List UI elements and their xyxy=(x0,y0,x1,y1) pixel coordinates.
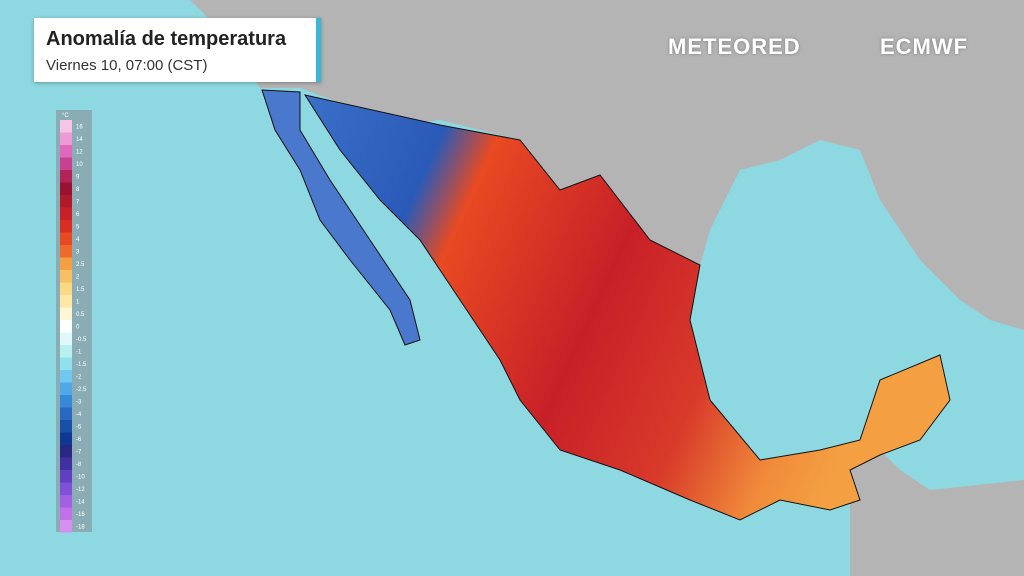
legend-label: -8 xyxy=(76,462,82,468)
legend-swatch xyxy=(60,332,72,345)
legend-swatch xyxy=(60,345,72,358)
legend-swatch xyxy=(60,195,72,208)
legend-label: -7 xyxy=(76,449,82,455)
legend-swatch xyxy=(60,207,72,220)
legend-swatch xyxy=(60,257,72,270)
legend-swatch xyxy=(60,157,72,170)
legend-label: -6 xyxy=(76,437,82,443)
legend-swatch xyxy=(60,495,72,508)
legend-swatch xyxy=(60,245,72,258)
legend-label: -5 xyxy=(76,424,82,430)
legend-label: 6 xyxy=(76,212,80,218)
legend-swatch xyxy=(60,482,72,495)
legend-label: -14 xyxy=(76,499,85,505)
legend-swatch xyxy=(60,395,72,408)
legend-swatch xyxy=(60,457,72,470)
baja-california xyxy=(261,89,421,346)
brand-logo: METEORED xyxy=(668,34,801,59)
legend-label: -1.5 xyxy=(76,362,87,368)
subtitle: Viernes 10, 07:00 (CST) xyxy=(46,57,208,74)
legend-label: -2 xyxy=(76,374,82,380)
legend-label: 12 xyxy=(76,149,83,155)
legend-swatch xyxy=(60,445,72,458)
legend-unit: °C xyxy=(62,113,69,119)
legend-swatch xyxy=(60,320,72,333)
legend-swatch xyxy=(60,170,72,183)
legend-swatch xyxy=(60,220,72,233)
legend-label: 9 xyxy=(76,174,80,180)
legend-swatch xyxy=(60,507,72,520)
legend-swatch xyxy=(60,382,72,395)
legend-swatch xyxy=(60,357,72,370)
legend: °C 16 14 12 10 9 8 7 6 5 4 3 2.5 2 1.5 1 0.5 0 -0.5 -1 -1.5… xyxy=(56,110,92,533)
legend-label: 8 xyxy=(76,187,80,193)
legend-label: 2 xyxy=(76,274,80,280)
legend-label: -0.5 xyxy=(76,337,87,343)
legend-label: -3 xyxy=(76,399,82,405)
legend-swatch xyxy=(60,120,72,133)
legend-swatch xyxy=(60,370,72,383)
legend-swatch xyxy=(60,407,72,420)
legend-label: 0 xyxy=(76,324,80,330)
legend-label: 16 xyxy=(76,124,83,130)
legend-swatch xyxy=(60,145,72,158)
legend-label: 1 xyxy=(76,299,80,305)
legend-label: -12 xyxy=(76,487,85,493)
legend-swatch xyxy=(60,520,72,533)
legend-swatch xyxy=(60,270,72,283)
legend-label: 0.5 xyxy=(76,312,85,318)
land-usa xyxy=(190,0,1024,330)
legend-label: 14 xyxy=(76,137,83,143)
legend-label: -1 xyxy=(76,349,82,355)
header: Anomalía de temperatura Viernes 10, 07:0… xyxy=(34,18,321,82)
legend-label: -16 xyxy=(76,512,85,518)
legend-label: 5 xyxy=(76,224,80,230)
legend-swatch xyxy=(60,182,72,195)
legend-label: 7 xyxy=(76,199,80,205)
legend-label: 2.5 xyxy=(76,262,85,268)
legend-swatch xyxy=(60,420,72,433)
title: Anomalía de temperatura xyxy=(46,28,287,50)
legend-swatch xyxy=(60,470,72,483)
legend-label: 3 xyxy=(76,249,80,255)
partner-logo: ECMWF xyxy=(880,34,969,59)
legend-label: -18 xyxy=(76,524,85,530)
land-central-america xyxy=(850,450,1024,576)
legend-label: 4 xyxy=(76,237,80,243)
legend-swatch xyxy=(60,307,72,320)
mexico-mainland xyxy=(303,94,951,521)
legend-swatch xyxy=(60,282,72,295)
legend-label: -2.5 xyxy=(76,387,87,393)
legend-label: -4 xyxy=(76,412,82,418)
legend-swatch xyxy=(60,132,72,145)
legend-label: -10 xyxy=(76,474,85,480)
legend-swatch xyxy=(60,232,72,245)
legend-swatch xyxy=(60,432,72,445)
legend-label: 1.5 xyxy=(76,287,85,293)
legend-label: 10 xyxy=(76,162,83,168)
legend-swatch xyxy=(60,295,72,308)
